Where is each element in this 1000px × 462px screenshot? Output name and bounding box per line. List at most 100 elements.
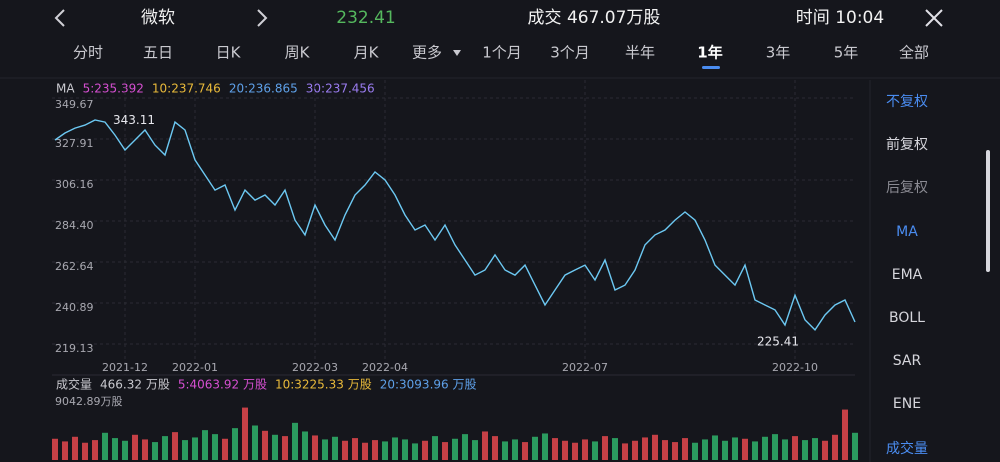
side-menu-item[interactable]: ENE <box>893 396 921 412</box>
prev-arrow[interactable] <box>54 9 65 27</box>
tab[interactable]: 3年 <box>766 44 791 62</box>
x-tick-label: 2022-07 <box>562 361 608 374</box>
volume-bar <box>322 439 328 460</box>
volume-bar <box>82 442 88 460</box>
volume-bar <box>792 436 798 460</box>
volume-bar <box>812 438 818 460</box>
volume-bar <box>242 407 248 460</box>
volume-bar <box>442 442 448 460</box>
volume-bar <box>192 437 198 460</box>
volume-bar <box>832 434 838 460</box>
volume-bar <box>402 439 408 460</box>
ma-legend-item: 5:235.392 <box>83 82 144 96</box>
volume-bar <box>132 434 138 460</box>
volume-bar <box>122 440 128 460</box>
x-tick-label: 2022-01 <box>172 361 218 374</box>
volume-bar <box>762 436 768 460</box>
x-tick-label: 2021-12 <box>102 361 148 374</box>
volume-bar <box>362 442 368 460</box>
volume-bar <box>692 442 698 460</box>
side-menu-item[interactable]: EMA <box>892 267 923 283</box>
tab[interactable]: 月K <box>354 44 380 62</box>
x-tick-label: 2022-10 <box>772 361 818 374</box>
volume-bar <box>412 443 418 460</box>
tab[interactable]: 更多 <box>412 44 442 62</box>
tab[interactable]: 1个月 <box>482 44 522 62</box>
tab-bar: 分时 五日 日K 周K 月K 更多 1个月 3个月 半年 1年 3年 5年 全部 <box>73 44 929 62</box>
y-tick-label: 9042.89万股 <box>55 395 123 408</box>
next-arrow[interactable] <box>257 9 268 27</box>
x-tick-label: 2022-03 <box>292 361 338 374</box>
side-menu-item[interactable]: 前复权 <box>886 136 928 153</box>
volume-bar <box>432 436 438 460</box>
volume-bar <box>712 435 718 460</box>
side-menu-item[interactable]: 不复权 <box>886 93 928 110</box>
ma-legend-item: 30:237.456 <box>306 82 375 96</box>
tab[interactable]: 半年 <box>625 44 655 62</box>
volume-bar <box>352 438 358 460</box>
side-menu-item[interactable]: BOLL <box>889 310 925 326</box>
ma-legend-item: 10:237.746 <box>152 82 221 96</box>
volume-bar <box>312 435 318 460</box>
side-menu-item[interactable]: 后复权 <box>886 179 928 196</box>
tab[interactable]: 5年 <box>834 44 859 62</box>
side-menu-item[interactable]: 成交量 <box>886 440 928 457</box>
volume-bar <box>62 441 68 460</box>
volume-bar <box>502 441 508 460</box>
close-button[interactable] <box>925 9 943 27</box>
volume-bar <box>522 442 528 460</box>
tab[interactable]: 五日 <box>143 44 173 62</box>
scrollbar[interactable] <box>986 150 990 272</box>
volume-bar <box>452 438 458 460</box>
price-line <box>54 119 856 331</box>
y-tick-label: 219.13 <box>55 342 94 355</box>
tab[interactable]: 周K <box>285 44 311 62</box>
tab[interactable]: 3个月 <box>550 44 590 62</box>
volume-bar <box>592 441 598 460</box>
volume-bar <box>492 436 498 460</box>
volume-bar <box>752 441 758 460</box>
volume-bar <box>462 434 468 460</box>
volume-bar <box>372 440 378 460</box>
volume-bar <box>852 432 858 460</box>
volume-bar <box>632 440 638 460</box>
volume-bar <box>72 436 78 460</box>
volume-bar <box>292 422 298 460</box>
volume-bar <box>742 438 748 460</box>
tab[interactable]: 1年 <box>697 44 722 62</box>
tab[interactable]: 分时 <box>73 44 103 62</box>
price-annotation: 225.41 <box>757 335 799 349</box>
volume-legend-item: 5:4063.92 万股 <box>178 378 267 392</box>
volume-bar <box>682 438 688 460</box>
side-menu-item[interactable]: MA <box>896 224 918 240</box>
active-tab-indicator <box>702 66 720 69</box>
volume-bar <box>612 438 618 460</box>
volume-bar <box>822 440 828 460</box>
volume-bar <box>662 440 668 460</box>
volume-bar <box>252 425 258 460</box>
y-tick-label: 306.16 <box>55 178 94 191</box>
legend-label: 成交量 <box>56 377 92 392</box>
volume-bar <box>112 438 118 460</box>
volume-bar <box>332 436 338 460</box>
volume-bar <box>642 437 648 460</box>
volume-bar <box>422 440 428 460</box>
y-tick-label: 284.40 <box>55 219 94 232</box>
price-annotation: 343.11 <box>113 113 155 127</box>
volume-bar <box>262 430 268 460</box>
tab[interactable]: 全部 <box>899 44 929 62</box>
volume-bar <box>382 441 388 460</box>
side-menu-item[interactable]: SAR <box>893 353 922 369</box>
volume-bar <box>142 439 148 460</box>
volume-bar <box>782 439 788 460</box>
volume-bar <box>282 436 288 460</box>
volume-bar <box>52 438 58 460</box>
volume-bar <box>182 440 188 460</box>
volume-bar <box>152 442 158 460</box>
tab[interactable]: 日K <box>216 44 242 62</box>
volume-bar <box>542 433 548 460</box>
y-tick-label: 262.64 <box>55 260 94 273</box>
volume-bar <box>272 434 278 460</box>
